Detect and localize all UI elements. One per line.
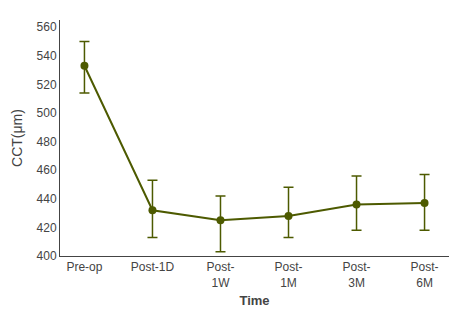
svg-text:Pre-op: Pre-op (66, 260, 102, 274)
svg-text:540: 540 (37, 49, 57, 63)
svg-text:Post-1M: Post-1M (275, 260, 303, 290)
svg-text:Post-1D: Post-1D (131, 260, 175, 274)
svg-text:500: 500 (37, 106, 57, 120)
svg-text:560: 560 (37, 20, 57, 34)
svg-text:520: 520 (37, 78, 57, 92)
svg-text:Post-6M: Post-6M (411, 260, 439, 290)
svg-text:440: 440 (37, 192, 57, 206)
svg-text:400: 400 (37, 249, 57, 263)
svg-text:420: 420 (37, 221, 57, 235)
svg-text:Post-1W: Post-1W (206, 260, 234, 290)
svg-text:460: 460 (37, 163, 57, 177)
svg-text:Time: Time (239, 293, 269, 308)
svg-text:CCT(μm): CCT(μm) (9, 109, 25, 167)
svg-text:Post-3M: Post-3M (343, 260, 371, 290)
svg-text:480: 480 (37, 135, 57, 149)
